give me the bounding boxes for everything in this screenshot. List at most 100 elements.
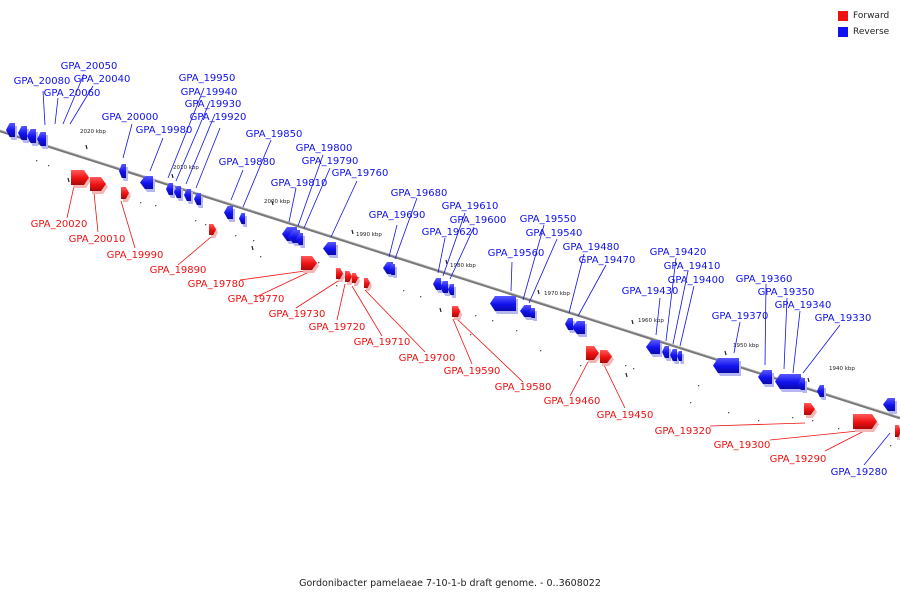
gene-glyph[interactable]	[323, 242, 338, 258]
gene-glyph[interactable]	[798, 378, 807, 393]
gene-glyph[interactable]	[490, 296, 518, 314]
gene-body	[18, 126, 27, 140]
leader-line	[452, 318, 473, 365]
gene-glyph[interactable]	[433, 278, 443, 293]
gene-glyph[interactable]	[301, 256, 319, 273]
gene-glyph[interactable]	[646, 340, 662, 357]
gene-glyph[interactable]	[224, 206, 235, 222]
gene-glyph[interactable]	[804, 403, 817, 418]
leader-line	[568, 253, 585, 314]
gene-glyph[interactable]	[194, 193, 203, 208]
gene-glyph[interactable]	[565, 318, 575, 333]
gene-glyph[interactable]	[90, 177, 108, 194]
gene-label: GPA_19400	[668, 275, 725, 286]
gene-glyph[interactable]	[529, 308, 537, 321]
gene-body	[345, 271, 352, 282]
gene-glyph[interactable]	[817, 385, 826, 400]
gene-glyph[interactable]	[71, 170, 91, 188]
gene-glyph[interactable]	[121, 187, 131, 202]
gene-label: GPA_19330	[815, 313, 872, 324]
leader-line	[288, 187, 297, 223]
gene-label: GPA_19610	[442, 201, 499, 212]
gene-body	[804, 403, 815, 415]
gene-body	[713, 358, 739, 373]
gene-glyph[interactable]	[296, 233, 305, 248]
gene-glyph[interactable]	[586, 346, 601, 363]
gene-glyph[interactable]	[572, 321, 587, 337]
minor-tick	[580, 365, 582, 367]
gene-glyph[interactable]	[662, 346, 671, 361]
gene-body	[352, 273, 358, 283]
gene-body	[209, 224, 216, 235]
leader-line	[54, 97, 59, 125]
gene-glyph[interactable]	[600, 350, 614, 366]
gene-label: GPA_19940	[181, 87, 238, 98]
gene-glyph[interactable]	[448, 284, 456, 298]
gene-glyph[interactable]	[209, 224, 218, 238]
tick-label: 2000 kbp	[264, 199, 290, 205]
gene-label: GPA_20000	[102, 112, 159, 123]
gene-label: GPA_20020	[31, 219, 88, 230]
legend-label-reverse: Reverse	[853, 27, 890, 37]
gene-glyph[interactable]	[119, 164, 128, 181]
gene-label: GPA_19340	[775, 300, 832, 311]
reverse-swatch	[838, 27, 848, 37]
leader-line	[66, 185, 75, 219]
major-tick	[271, 200, 274, 206]
major-tick	[724, 350, 727, 356]
legend-label-forward: Forward	[853, 11, 890, 21]
leader-line	[336, 283, 346, 321]
gene-glyph[interactable]	[6, 123, 17, 140]
major-tick	[171, 173, 174, 179]
gene-glyph[interactable]	[166, 183, 175, 198]
major-tick	[807, 377, 810, 383]
legend: Forward Reverse	[838, 8, 889, 40]
gene-label: GPA_19370	[712, 311, 769, 322]
gene-body	[119, 164, 126, 178]
minor-tick	[420, 296, 422, 298]
gene-glyph[interactable]	[775, 374, 803, 392]
gene-glyph[interactable]	[239, 213, 247, 227]
minor-tick-layer	[36, 160, 892, 447]
gene-glyph[interactable]	[352, 273, 360, 286]
gene-label: GPA_19680	[391, 188, 448, 199]
tick-label: 2010 kbp	[173, 165, 199, 171]
gene-label: GPA_19620	[422, 227, 479, 238]
gene-glyph[interactable]	[713, 358, 741, 376]
gene-glyph[interactable]	[364, 278, 372, 291]
leader-line	[388, 224, 398, 258]
gene-body	[90, 177, 106, 191]
gene-label: GPA_19470	[579, 255, 636, 266]
gene-label: GPA_19810	[271, 178, 328, 189]
gene-glyph[interactable]	[27, 129, 38, 146]
gene-body	[572, 321, 585, 334]
gene-label: GPA_19580	[495, 382, 552, 393]
gene-glyph[interactable]	[140, 176, 155, 192]
leader-line	[167, 87, 205, 179]
gene-glyph[interactable]	[174, 186, 183, 201]
gene-glyph[interactable]	[455, 306, 462, 320]
gene-body	[670, 349, 677, 361]
gene-glyph[interactable]	[677, 351, 684, 364]
gene-body	[140, 176, 153, 189]
leader-line	[733, 321, 741, 354]
gene-glyph[interactable]	[883, 398, 897, 414]
gene-body	[296, 233, 303, 245]
gene-glyph[interactable]	[184, 189, 193, 204]
gene-label: GPA_19800	[296, 143, 353, 154]
leader-line	[185, 113, 216, 185]
gene-glyph[interactable]	[670, 349, 679, 364]
gene-glyph[interactable]	[37, 132, 48, 149]
gene-glyph[interactable]	[336, 268, 345, 282]
gene-body	[853, 414, 877, 429]
gene-glyph[interactable]	[440, 281, 450, 296]
gene-glyph[interactable]	[758, 370, 774, 387]
leader-line	[297, 154, 324, 227]
major-tick	[445, 259, 448, 265]
gene-glyph[interactable]	[18, 126, 29, 143]
gene-glyph[interactable]	[853, 414, 879, 432]
leader-line	[603, 364, 626, 409]
gene-glyph[interactable]	[389, 264, 397, 278]
gene-glyph[interactable]	[895, 425, 900, 440]
